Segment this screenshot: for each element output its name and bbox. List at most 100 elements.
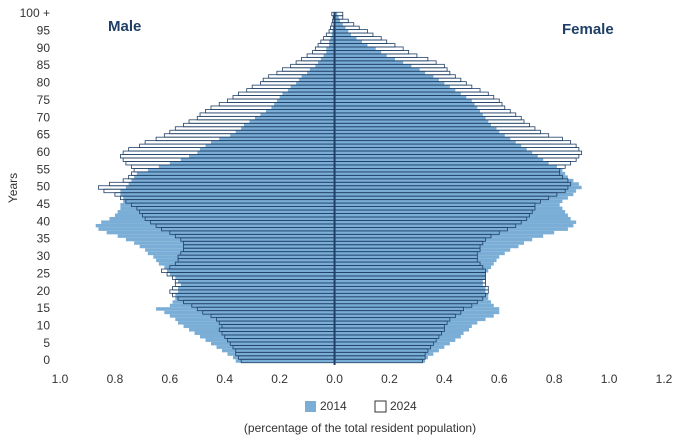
female-bar [334,88,456,93]
male-bar [178,321,335,325]
male-bar [180,282,335,287]
female-bar [334,158,544,162]
male-bar [329,43,335,47]
male-bar [131,178,335,183]
female-bar [334,164,557,169]
female-bar [334,314,494,318]
male-bar [241,126,335,131]
female-bar [334,293,489,297]
male-bar [326,46,335,51]
y-tick-label: 55 [37,162,51,176]
y-tick-label: 75 [37,93,51,107]
female-bar [334,355,428,360]
male-bar [156,258,335,263]
female-bar [334,50,382,54]
male-bar [279,95,335,100]
female-bar [334,175,568,179]
male-bar [183,324,335,329]
male-bar [169,272,335,276]
male-bar [243,123,335,127]
male-bar [145,248,335,252]
male-bar [114,213,335,217]
female-bar [334,300,492,304]
y-tick-label: 100 + [20,6,50,20]
y-tick-label: 30 [37,249,51,263]
male-bar [318,60,335,65]
female-bar [334,310,500,315]
y-tick-label: 85 [37,58,51,72]
male-bar [178,279,335,283]
female-bar [334,251,505,256]
female-bar [334,119,489,124]
male-bar [178,286,335,290]
female-bar [334,189,577,193]
x-tick-label: 0.6 [491,372,508,386]
x-tick-label: 0.2 [381,372,398,386]
male-bar [235,359,335,363]
male-bar [235,130,335,134]
female-bar [334,15,339,20]
female-bar [334,154,538,159]
female-bar [334,338,456,342]
male-bar [189,328,335,332]
female-bar [334,345,445,349]
female-bar [334,57,395,61]
male-bar [200,334,335,339]
female-bar [334,334,461,339]
male-bar [307,71,335,75]
y-tick-label: 15 [37,301,51,315]
x-tick-label: 0.8 [546,372,563,386]
female-bar [334,26,346,30]
male-bar [298,78,335,82]
male-bar [197,151,335,155]
male-bar [265,109,335,113]
female-bar [334,74,434,79]
male-bar [254,116,335,120]
female-bar [334,352,434,356]
female-label: Female [562,21,614,38]
x-tick-label: 0.6 [161,372,178,386]
female-bar [334,182,579,186]
female-bar [334,248,511,252]
male-bar [134,241,335,245]
female-bar [334,262,494,266]
female-bar [334,269,489,273]
y-tick-label: 25 [37,266,51,280]
female-bar [334,210,566,214]
legend-swatch [374,400,387,413]
male-bar [164,310,335,315]
female-bar [334,19,341,23]
female-bar [334,178,574,183]
male-bar [125,185,335,190]
female-bar [334,321,478,325]
y-tick-label: 5 [43,336,50,350]
y-tick-label: 40 [37,214,51,228]
x-tick-label: 1.2 [656,372,673,386]
male-bar [175,293,335,297]
female-bar [334,196,568,200]
male-bar [172,300,335,304]
male-bar [120,203,335,207]
legend-swatch [305,401,316,412]
female-bar [334,112,483,117]
female-bar [334,341,450,346]
female-bar [334,123,492,127]
male-bar [125,237,335,242]
male-bar [178,289,335,294]
male-bar [232,355,335,360]
male-bar [274,102,335,106]
female-bar [334,199,563,204]
female-bar [334,151,533,155]
female-bar [334,331,464,335]
female-bar [334,220,577,224]
male-bar [205,144,335,148]
female-bar [334,234,544,238]
female-bar [334,241,524,245]
female-bar [334,36,357,41]
female-bar [334,279,483,283]
female-bar [334,168,563,172]
male-bar [200,147,335,152]
female-bar [334,289,486,294]
x-tick-label: 0.0 [326,372,343,386]
male-bar [123,199,335,204]
